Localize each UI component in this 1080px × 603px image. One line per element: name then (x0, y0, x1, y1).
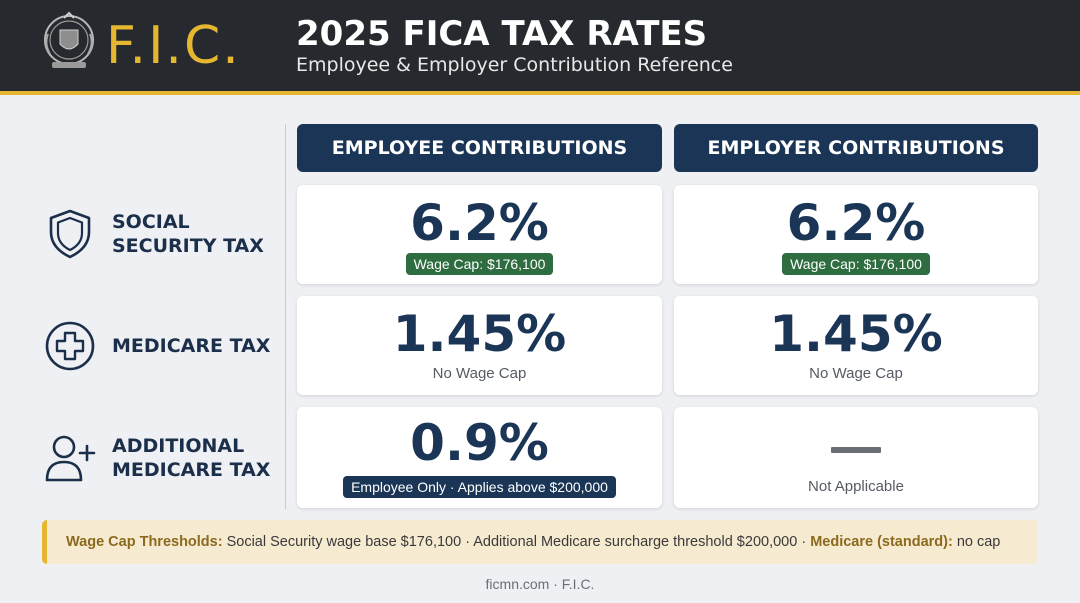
rate-value: 0.9% (410, 414, 549, 472)
header-band (0, 0, 1080, 91)
employer-additional-medicare-card: Not Applicable (674, 407, 1038, 508)
header-accent-line (0, 91, 1080, 95)
employer-column-header: EMPLOYER CONTRIBUTIONS (674, 124, 1038, 172)
thresholds-text: Social Security wage base $176,100 · Add… (222, 534, 811, 550)
medicare-standard-text: no cap (952, 534, 1001, 550)
not-applicable-dash (831, 447, 881, 453)
rate-value: 1.45% (769, 305, 943, 363)
wage-cap-note: No Wage Cap (432, 365, 527, 382)
footer-credit: ficmn.com · F.I.C. (485, 576, 595, 592)
row-label-medicare: MEDICARE TAX (44, 320, 270, 372)
seal-logo-icon (44, 11, 94, 68)
add-user-icon (44, 432, 96, 484)
row-label-text: MEDICARE TAX (112, 335, 271, 357)
page-title: 2025 FICA TAX RATES (296, 14, 708, 54)
row-label-text: ADDITIONAL MEDICARE TAX (112, 435, 271, 481)
shield-icon (44, 208, 96, 260)
employer-medicare-card: 1.45% No Wage Cap (674, 296, 1038, 395)
employee-only-badge: Employee Only · Applies above $200,000 (343, 476, 616, 498)
rate-value: 1.45% (392, 305, 567, 363)
not-applicable-note: Not Applicable (808, 478, 904, 495)
employee-additional-medicare-card: 0.9% Employee Only · Applies above $200,… (297, 407, 662, 508)
wage-cap-thresholds-note: Wage Cap Thresholds: Social Security wag… (42, 520, 1038, 564)
page-subtitle: Employee & Employer Contribution Referen… (296, 54, 733, 76)
row-label-social-security: SOCIAL SECURITY TAX (44, 208, 264, 260)
employee-social-security-card: 6.2% Wage Cap: $176,100 (297, 185, 662, 284)
row-label-additional-medicare: ADDITIONAL MEDICARE TAX (44, 432, 270, 484)
wage-cap-badge: Wage Cap: $176,100 (405, 253, 554, 275)
medical-cross-icon (44, 320, 96, 372)
medicare-standard-label: Medicare (standard): (810, 534, 953, 550)
row-label-text: SOCIAL SECURITY TAX (112, 211, 264, 257)
employee-medicare-card: 1.45% No Wage Cap (297, 296, 662, 395)
wage-cap-note: No Wage Cap (809, 365, 903, 382)
wage-cap-badge: Wage Cap: $176,100 (782, 253, 930, 275)
brand-name: F.I.C. (106, 16, 241, 76)
column-divider (285, 124, 286, 509)
employee-column-header: EMPLOYEE CONTRIBUTIONS (297, 124, 662, 172)
rate-value: 6.2% (410, 194, 549, 252)
employer-social-security-card: 6.2% Wage Cap: $176,100 (674, 185, 1038, 284)
thresholds-label: Wage Cap Thresholds: (66, 534, 223, 550)
rate-value: 6.2% (786, 194, 926, 252)
